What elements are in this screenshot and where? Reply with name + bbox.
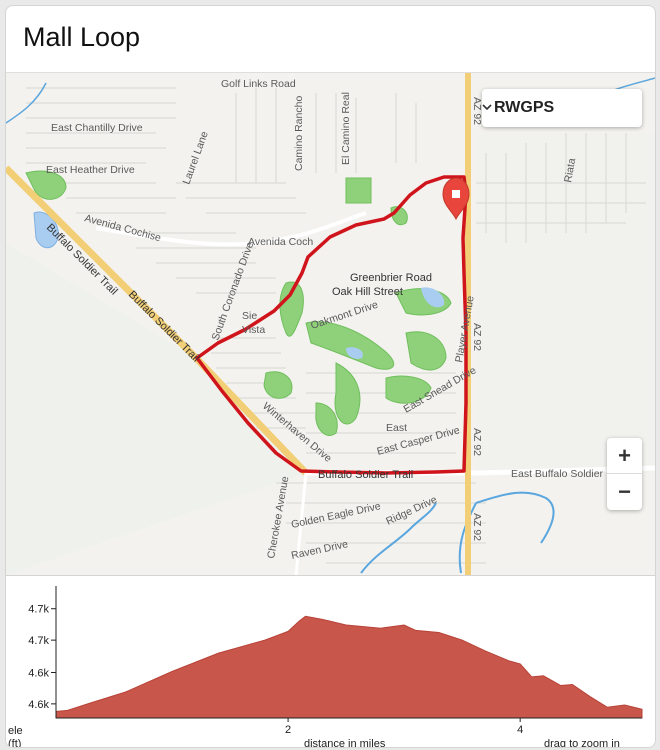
street-label: East Heather Drive	[46, 164, 135, 176]
y-axis-unit: (ft)	[8, 738, 21, 748]
east-area	[476, 133, 655, 473]
map-layer-label: RWGPS	[494, 99, 555, 116]
y-axis-title: ele	[8, 725, 23, 737]
street-label: AZ 92	[471, 428, 483, 456]
street-label: East	[386, 422, 407, 434]
y-tick-label: 4.7k	[28, 635, 49, 647]
y-tick-label: 4.7k	[28, 604, 49, 616]
elevation-profile[interactable]: 4.6k 4.6k 4.7k 4.7k 2 4 ele (ft) distance in …	[6, 575, 655, 748]
street-label: Sie	[242, 310, 257, 322]
y-tick-label: 4.6k	[28, 668, 49, 680]
y-tick-label: 4.6k	[28, 699, 49, 711]
zoom-control: + −	[607, 438, 642, 510]
street-label: AZ 92	[471, 97, 483, 125]
chevron-down-icon	[482, 104, 492, 111]
x-tick-label: 4	[517, 724, 523, 736]
street-label: AZ 92	[471, 323, 483, 351]
title-bar: Mall Loop	[6, 6, 655, 73]
map-canvas[interactable]: Golf Links Road East Chantilly Drive Eas…	[6, 73, 655, 575]
street-label: Oak Hill Street	[332, 286, 403, 298]
page-title: Mall Loop	[23, 22, 141, 52]
street-label: East Buffalo Soldier	[511, 468, 604, 480]
x-axis-title: distance in miles	[304, 738, 386, 748]
x-tick-label: 2	[285, 724, 291, 736]
street-label: Riata	[562, 157, 578, 183]
zoom-hint: drag to zoom in	[544, 738, 620, 748]
street-label: Avenida Coch	[248, 236, 313, 248]
elevation-area	[55, 615, 643, 719]
street-label: El Camino Real	[340, 92, 352, 165]
street-label: Greenbrier Road	[350, 272, 432, 284]
residential-streets	[26, 87, 646, 564]
map-layer-select[interactable]: RWGPS	[482, 89, 642, 127]
zoom-out-button[interactable]: −	[618, 479, 631, 504]
zoom-in-button[interactable]: +	[607, 438, 642, 474]
map-pin-icon[interactable]	[442, 177, 470, 221]
street-label: Vista	[242, 324, 265, 336]
street-label: East Chantilly Drive	[51, 122, 143, 134]
street-label: Golf Links Road	[221, 78, 296, 90]
street-label: Buffalo Soldier Trail	[318, 469, 413, 481]
golf-course	[25, 170, 452, 436]
street-label: AZ 92	[471, 513, 483, 541]
open-land	[6, 243, 306, 575]
street-label: Camino Rancho	[293, 96, 305, 171]
elevation-chart[interactable]: 4.6k 4.6k 4.7k 4.7k 2 4 ele (ft) distance in …	[6, 576, 655, 748]
route-card: Mall Loop	[5, 5, 656, 748]
route-map[interactable]: Golf Links Road East Chantilly Drive Eas…	[6, 73, 655, 575]
